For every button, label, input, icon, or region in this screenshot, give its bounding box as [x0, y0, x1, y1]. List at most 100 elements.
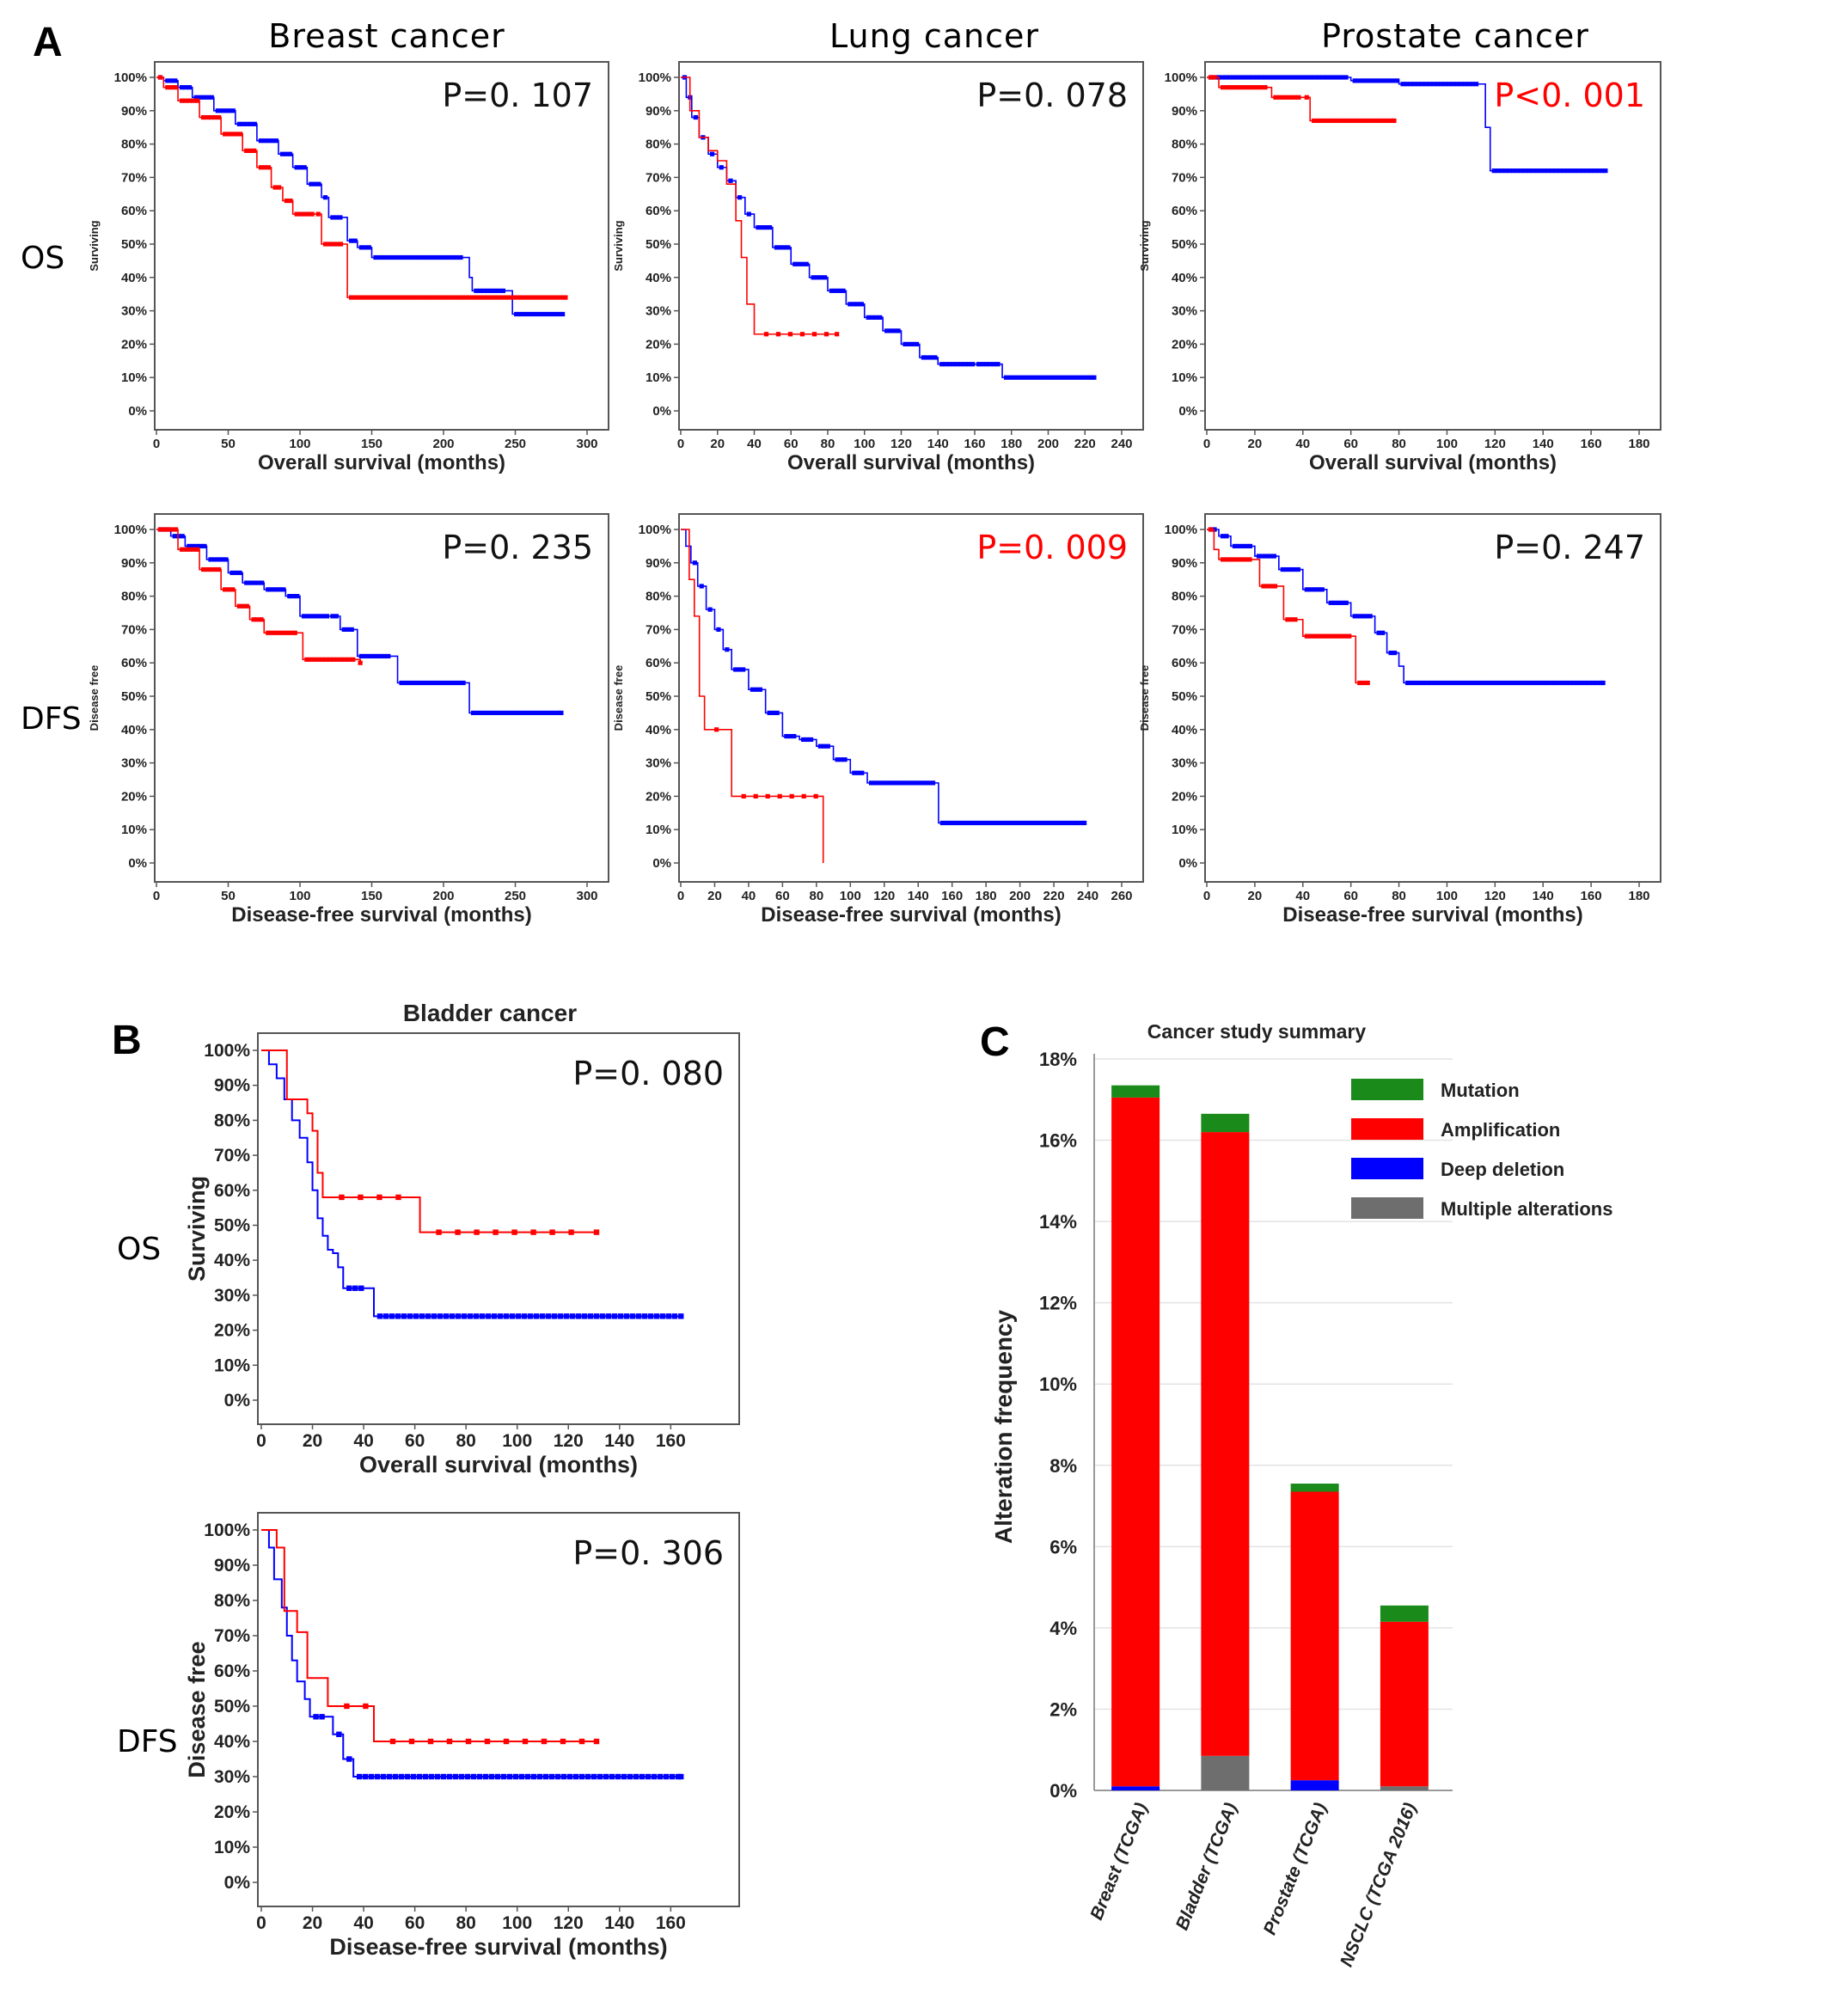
censor-mark-unaltered — [852, 770, 857, 775]
y-tick-label: 10% — [1039, 1374, 1077, 1395]
bar-segment-mutation — [1201, 1113, 1250, 1133]
censor-mark-unaltered — [346, 1285, 352, 1291]
survival-curve-unaltered — [1207, 529, 1604, 684]
censor-mark-unaltered — [657, 1773, 664, 1780]
censor-mark-unaltered — [771, 710, 776, 715]
censor-mark-unaltered — [386, 1773, 393, 1780]
censor-mark-unaltered — [1576, 680, 1581, 686]
censor-mark-altered — [511, 295, 517, 300]
censor-mark-unaltered — [443, 254, 448, 260]
censor-mark-altered — [434, 295, 439, 300]
censor-mark-unaltered — [1503, 168, 1508, 174]
censor-mark-unaltered — [454, 254, 460, 260]
censor-mark-unaltered — [1077, 375, 1082, 380]
censor-mark-unaltered — [1600, 168, 1605, 174]
censor-mark-unaltered — [805, 737, 810, 743]
x-tick-label: 250 — [505, 437, 526, 451]
censor-mark-unaltered — [309, 181, 314, 187]
censor-mark-altered — [504, 295, 509, 300]
x-tick-label: 100 — [1436, 889, 1458, 903]
censor-mark-altered — [315, 211, 321, 217]
censor-mark-unaltered — [366, 653, 371, 659]
censor-mark-unaltered — [933, 355, 938, 360]
x-tick-label: 100 — [502, 1913, 532, 1933]
censor-mark-unaltered — [410, 1773, 417, 1780]
censor-mark-unaltered — [1262, 75, 1268, 80]
censor-mark-altered — [358, 660, 363, 665]
censor-mark-unaltered — [1404, 82, 1410, 87]
censor-mark-unaltered — [1417, 680, 1422, 686]
x-axis-label: Disease-free survival (months) — [329, 1934, 667, 1960]
x-tick-label: 120 — [890, 437, 912, 451]
censor-mark-unaltered — [416, 1773, 423, 1780]
censor-mark-unaltered — [552, 710, 557, 715]
censor-mark-unaltered — [1380, 78, 1385, 83]
censor-mark-unaltered — [319, 1714, 325, 1720]
y-tick-label: 18% — [1039, 1049, 1077, 1070]
y-tick-label: 80% — [121, 590, 147, 604]
censor-mark-unaltered — [208, 557, 213, 562]
censor-mark-unaltered — [1368, 78, 1373, 83]
censor-mark-altered — [507, 295, 512, 300]
x-tick-label: 100 — [502, 1431, 532, 1451]
x-tick-label: 60 — [1343, 889, 1358, 903]
censor-mark-unaltered — [1603, 168, 1608, 174]
censor-mark-unaltered — [205, 95, 211, 100]
censor-mark-altered — [258, 165, 263, 170]
censor-mark-altered — [344, 1703, 350, 1710]
censor-mark-altered — [465, 295, 470, 300]
censor-mark-unaltered — [1042, 375, 1048, 380]
censor-mark-unaltered — [873, 315, 878, 320]
censor-mark-unaltered — [963, 820, 969, 826]
bar-segment-amplification — [1290, 1491, 1339, 1781]
censor-mark-altered — [1232, 557, 1237, 562]
censor-mark-unaltered — [440, 1773, 447, 1780]
censor-mark-altered — [1288, 617, 1294, 622]
censor-mark-unaltered — [425, 1313, 431, 1319]
censor-mark-altered — [162, 527, 167, 532]
censor-mark-unaltered — [611, 1313, 618, 1319]
km-plot-breast-os: 0% 10% 20% 30% 40% 50% 60% 70% 80% 90% 100% 0 50 100 1… — [88, 61, 609, 474]
censor-mark-unaltered — [880, 780, 885, 786]
censor-mark-altered — [248, 148, 253, 153]
censor-mark-unaltered — [1356, 614, 1362, 619]
censor-mark-unaltered — [1044, 820, 1049, 826]
censor-mark-altered — [157, 527, 163, 532]
censor-mark-unaltered — [1232, 543, 1238, 548]
censor-mark-altered — [1343, 118, 1348, 124]
censor-mark-unaltered — [910, 341, 915, 346]
censor-mark-unaltered — [302, 165, 307, 170]
censor-mark-unaltered — [1391, 78, 1396, 83]
censor-mark-unaltered — [1007, 375, 1013, 380]
censor-mark-altered — [272, 185, 278, 190]
censor-mark-unaltered — [419, 254, 425, 260]
y-tick-label: 50% — [1172, 237, 1197, 252]
y-tick-label: 90% — [646, 104, 671, 119]
censor-mark-altered — [1331, 633, 1337, 639]
censor-mark-unaltered — [1442, 82, 1448, 87]
censor-mark-altered — [1323, 118, 1328, 124]
censor-mark-unaltered — [198, 543, 203, 548]
censor-mark-unaltered — [1075, 820, 1080, 826]
censor-mark-unaltered — [1360, 614, 1365, 619]
censor-mark-unaltered — [1013, 820, 1019, 826]
censor-mark-altered — [376, 1194, 382, 1201]
censor-mark-unaltered — [1490, 680, 1496, 686]
censor-mark-unaltered — [410, 680, 416, 686]
censor-mark-unaltered — [1088, 375, 1094, 380]
censor-mark-unaltered — [1040, 820, 1046, 826]
censor-mark-unaltered — [818, 275, 823, 280]
censor-mark-unaltered — [529, 311, 535, 317]
x-tick-label: 60 — [775, 889, 790, 903]
censor-mark-unaltered — [835, 757, 840, 762]
censor-mark-unaltered — [485, 288, 490, 293]
y-tick-label: 10% — [1172, 370, 1197, 385]
censor-mark-altered — [165, 527, 171, 532]
x-axis-label: Disease-free survival (months) — [231, 903, 531, 927]
y-tick-label: 50% — [646, 689, 671, 704]
y-tick-label: 70% — [1172, 622, 1197, 637]
censor-mark-altered — [1269, 584, 1274, 589]
censor-mark-altered — [741, 793, 746, 799]
censor-mark-altered — [223, 132, 228, 137]
censor-mark-unaltered — [252, 580, 257, 585]
